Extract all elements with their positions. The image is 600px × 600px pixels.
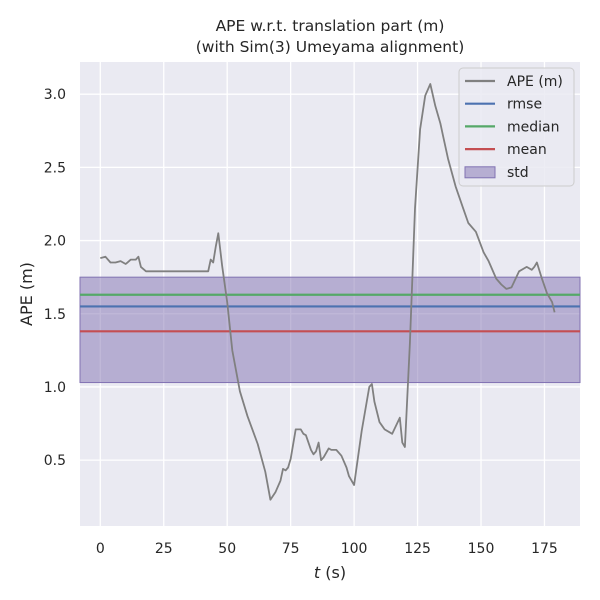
legend-frame (458, 67, 575, 187)
y-tick-label: 2.0 (44, 234, 66, 250)
chart-title: APE w.r.t. translation part (m) (216, 17, 445, 35)
legend-swatch-std (464, 166, 496, 179)
x-tick-labels: 0 25 50 75 100 125 150 175 (96, 541, 558, 557)
y-tick-label: 0.5 (44, 453, 66, 469)
x-tick-label: 150 (468, 541, 495, 557)
x-tick-label: 175 (531, 541, 558, 557)
x-tick-label: 75 (282, 541, 300, 557)
ape-series-line (100, 83, 556, 501)
series-lines (100, 83, 556, 501)
legend: APE (m) rmse median mean std (458, 67, 575, 187)
legend-label-median: median (507, 119, 559, 135)
x-axis-label-unit: (s) (320, 563, 346, 582)
legend-label-std: std (507, 165, 529, 181)
x-tick-label: 0 (96, 541, 105, 557)
x-axis-label: t (s) (314, 563, 346, 582)
statistics-lines (79, 276, 581, 384)
x-tick-label: 25 (155, 541, 173, 557)
y-tick-label: 1.5 (44, 307, 66, 323)
x-axis-label-variable: t (314, 563, 321, 582)
x-tick-label: 125 (404, 541, 431, 557)
y-tick-label: 2.5 (44, 160, 66, 176)
y-tick-label: 3.0 (44, 87, 66, 103)
y-axis-label: APE (m) (17, 262, 36, 326)
x-tick-label: 50 (218, 541, 236, 557)
x-tick-label: 100 (341, 541, 368, 557)
chart-subtitle: (with Sim(3) Umeyama alignment) (196, 38, 465, 56)
y-tick-labels: 0.5 1.0 1.5 2.0 2.5 3.0 (44, 87, 66, 469)
std-band (79, 276, 581, 384)
y-tick-label: 1.0 (44, 380, 66, 396)
legend-label-rmse: rmse (507, 97, 542, 113)
legend-label-ape: APE (m) (507, 74, 563, 90)
legend-label-mean: mean (507, 142, 547, 158)
